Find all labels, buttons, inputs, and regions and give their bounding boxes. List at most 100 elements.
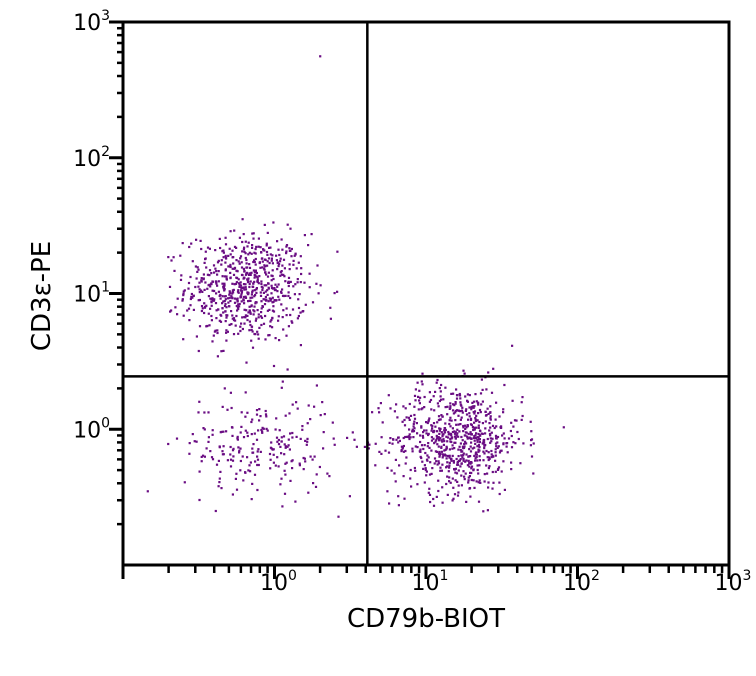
data-point bbox=[441, 463, 444, 466]
data-point bbox=[256, 330, 259, 333]
data-point bbox=[425, 474, 428, 477]
data-point bbox=[487, 481, 490, 484]
data-point bbox=[269, 467, 272, 470]
data-point bbox=[259, 246, 262, 249]
data-point bbox=[244, 429, 247, 432]
data-point bbox=[445, 445, 448, 448]
data-point bbox=[415, 422, 418, 425]
data-point bbox=[397, 441, 400, 444]
data-point bbox=[256, 450, 259, 453]
data-point bbox=[288, 412, 291, 415]
data-point bbox=[242, 298, 245, 301]
data-point bbox=[233, 266, 237, 269]
data-point bbox=[289, 249, 292, 252]
data-point bbox=[460, 404, 463, 407]
data-point bbox=[261, 288, 264, 292]
data-point bbox=[417, 408, 420, 411]
data-point bbox=[168, 285, 172, 288]
data-point bbox=[223, 295, 226, 298]
data-point bbox=[193, 440, 196, 443]
data-point bbox=[264, 265, 267, 268]
data-point bbox=[438, 450, 441, 454]
data-point bbox=[266, 309, 269, 312]
data-point bbox=[512, 441, 515, 444]
data-point bbox=[207, 295, 210, 298]
data-point bbox=[198, 291, 201, 294]
data-point bbox=[530, 430, 533, 433]
data-point bbox=[251, 418, 254, 421]
data-point bbox=[224, 310, 227, 313]
data-point bbox=[217, 459, 220, 462]
data-point bbox=[378, 411, 381, 414]
data-point bbox=[471, 447, 474, 450]
data-point bbox=[274, 464, 277, 467]
data-point bbox=[438, 427, 441, 430]
data-point bbox=[244, 415, 247, 418]
data-point bbox=[388, 502, 391, 505]
data-point bbox=[426, 445, 429, 448]
data-point bbox=[211, 429, 214, 432]
data-point bbox=[198, 498, 201, 502]
data-point bbox=[254, 252, 257, 255]
data-point bbox=[461, 456, 464, 459]
data-point bbox=[251, 482, 254, 485]
data-point bbox=[277, 315, 280, 318]
data-point bbox=[248, 282, 251, 286]
data-point bbox=[173, 269, 176, 272]
data-point bbox=[225, 314, 228, 317]
data-point bbox=[296, 317, 299, 320]
data-point bbox=[381, 421, 384, 424]
data-point bbox=[462, 454, 465, 457]
data-point bbox=[231, 267, 234, 270]
data-point bbox=[176, 313, 179, 316]
data-point bbox=[203, 411, 206, 414]
data-point bbox=[460, 409, 464, 412]
data-point bbox=[260, 307, 263, 310]
data-point bbox=[456, 463, 459, 466]
data-point bbox=[467, 481, 470, 484]
data-point bbox=[447, 436, 450, 439]
data-point bbox=[397, 495, 400, 498]
data-point bbox=[276, 285, 279, 288]
data-point bbox=[271, 326, 274, 329]
data-point bbox=[255, 438, 259, 441]
data-point bbox=[448, 419, 451, 422]
data-point bbox=[304, 303, 307, 306]
data-point bbox=[512, 425, 515, 428]
data-point bbox=[225, 430, 228, 433]
data-point bbox=[190, 292, 193, 296]
data-point bbox=[478, 420, 481, 424]
data-point bbox=[468, 412, 471, 415]
data-point bbox=[474, 457, 477, 460]
data-point bbox=[240, 291, 243, 294]
data-point bbox=[463, 442, 466, 446]
data-point bbox=[511, 399, 514, 402]
data-point bbox=[470, 465, 474, 468]
data-point bbox=[233, 301, 237, 304]
data-point bbox=[503, 437, 506, 440]
data-point bbox=[488, 432, 492, 436]
data-point bbox=[277, 295, 280, 298]
data-point bbox=[443, 427, 447, 430]
data-point bbox=[248, 285, 251, 289]
data-point bbox=[503, 383, 506, 387]
data-point bbox=[244, 314, 247, 317]
data-point bbox=[285, 314, 288, 317]
data-point bbox=[284, 462, 287, 465]
data-point bbox=[270, 297, 273, 300]
data-point bbox=[448, 464, 451, 467]
data-point bbox=[240, 300, 243, 303]
data-point bbox=[462, 426, 465, 429]
data-point bbox=[414, 388, 417, 391]
data-point bbox=[408, 418, 411, 421]
data-point bbox=[510, 446, 514, 449]
data-point bbox=[243, 322, 246, 325]
data-point bbox=[266, 231, 269, 234]
data-point bbox=[491, 424, 495, 427]
data-point bbox=[465, 453, 468, 456]
data-point bbox=[410, 485, 413, 488]
data-point bbox=[478, 479, 481, 482]
data-point bbox=[489, 426, 492, 429]
x-tick-label: 101 bbox=[412, 568, 449, 596]
